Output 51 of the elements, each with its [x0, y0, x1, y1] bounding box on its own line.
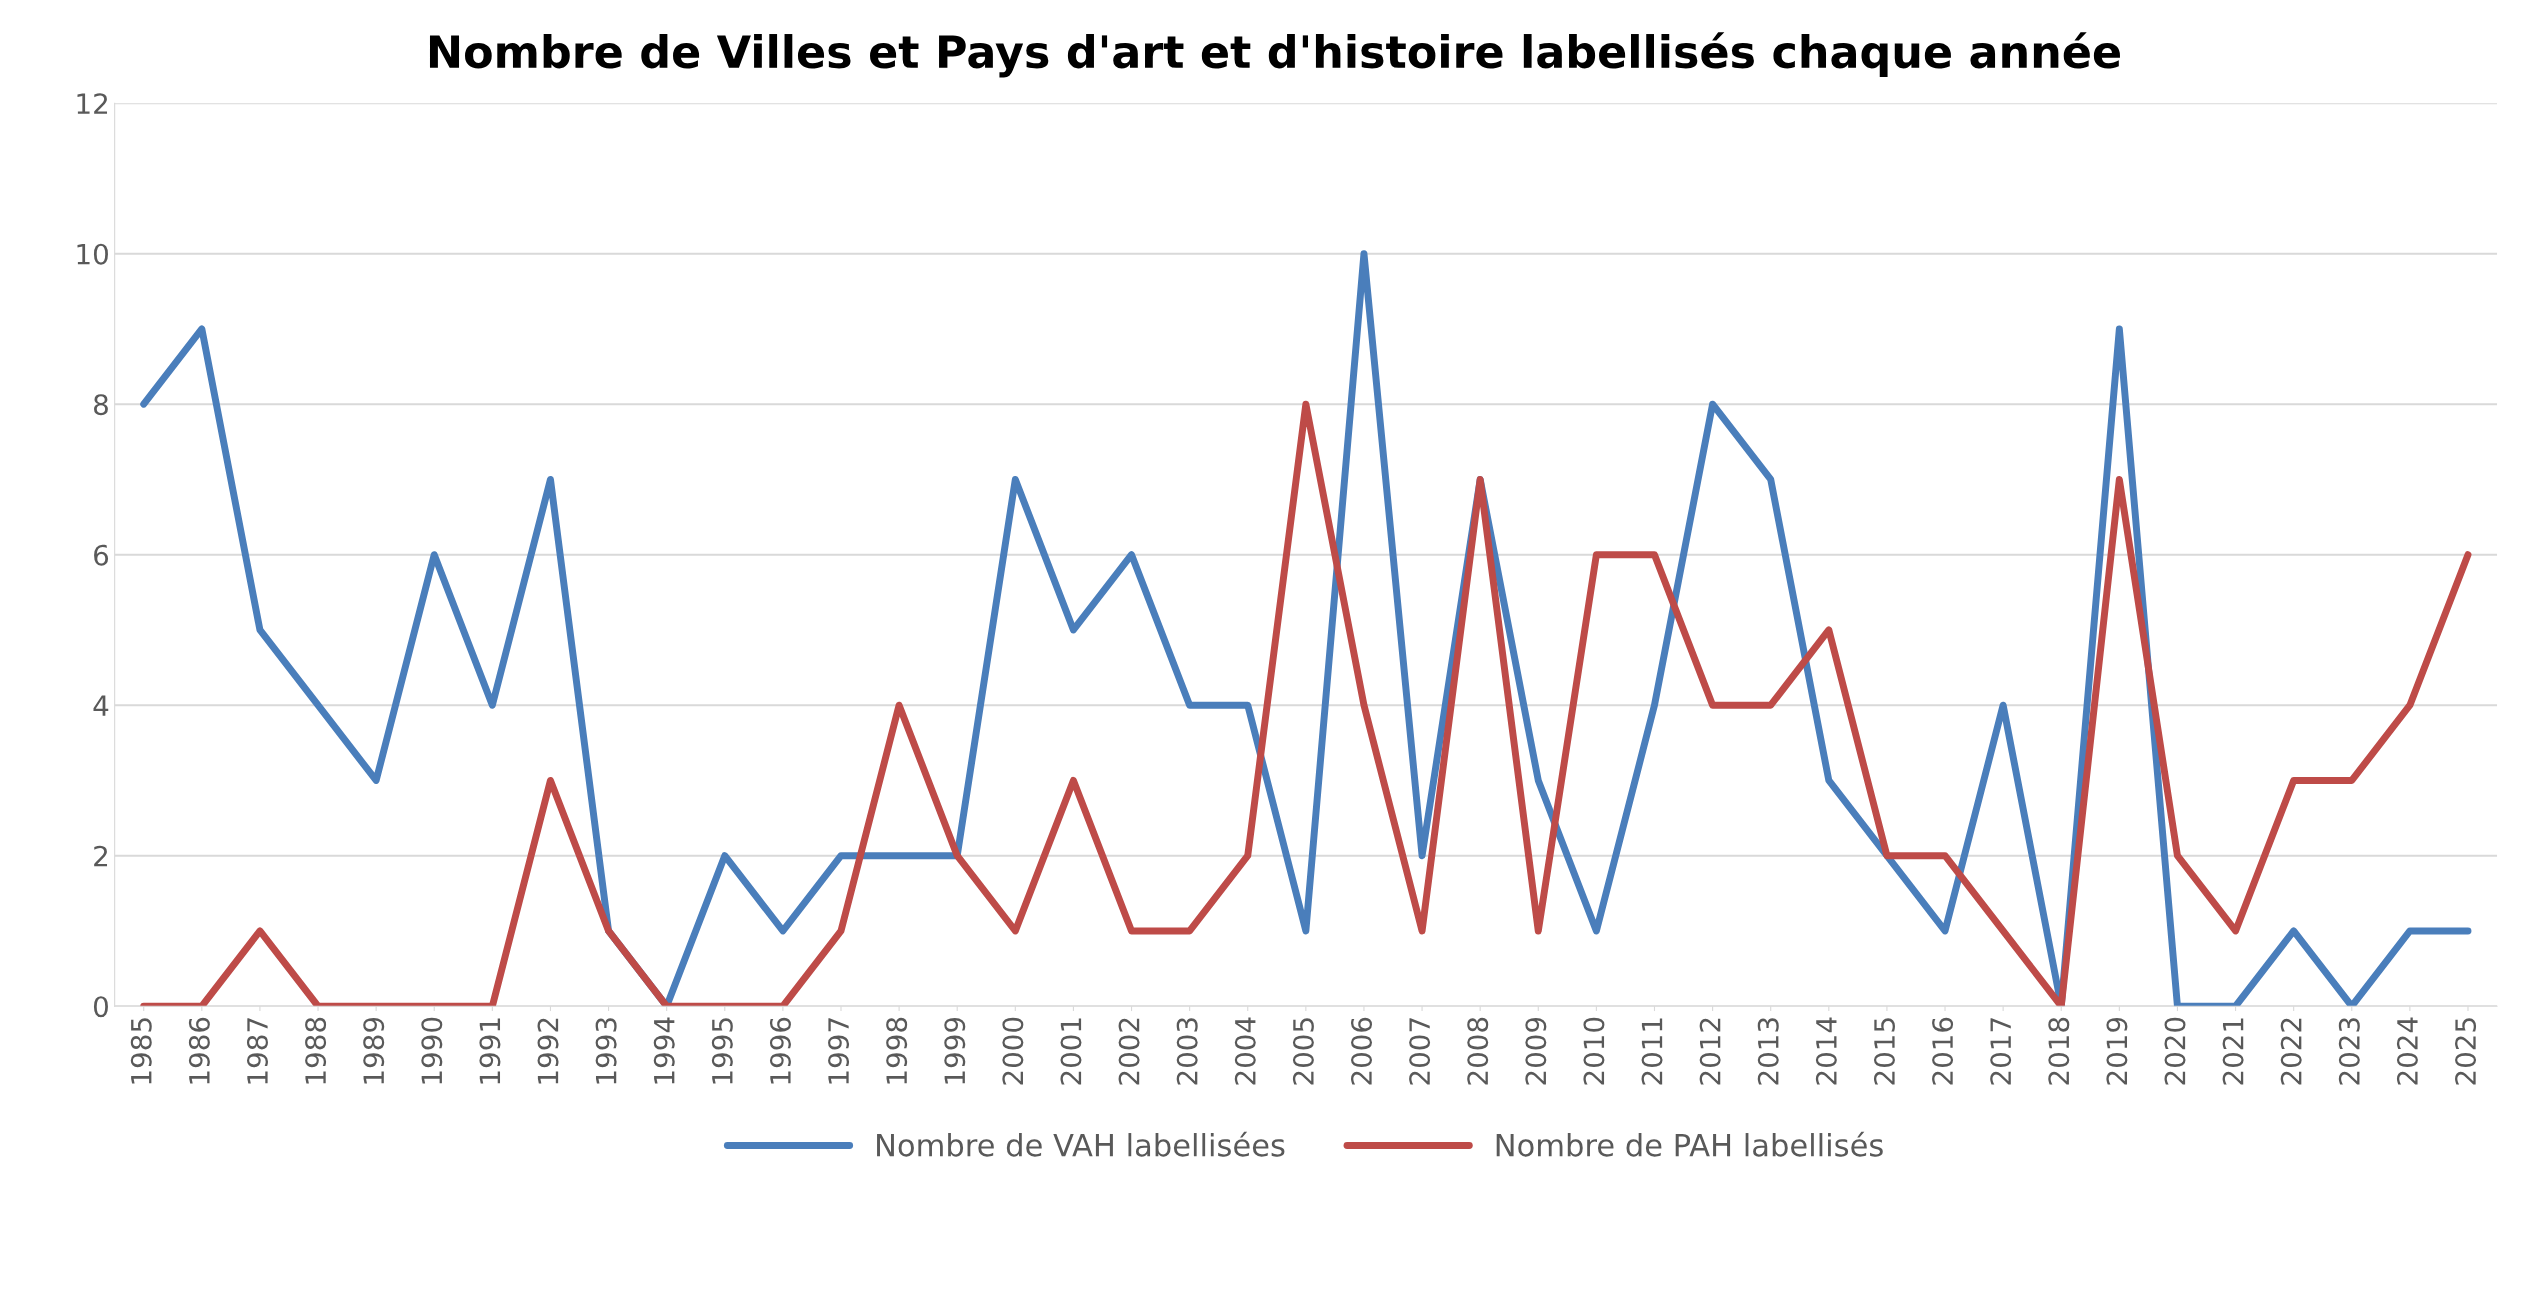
y-tick-label: 2 [94, 845, 108, 867]
x-tick-label: 2022 [2280, 1018, 2302, 1085]
x-tick-label: 2010 [1583, 1017, 1605, 1085]
x-tick-label: 2004 [1234, 1017, 1256, 1085]
x-tick-label: 2002 [1118, 1018, 1140, 1085]
x-tick-label: 1988 [305, 1017, 327, 1084]
y-tick-label: 0 [93, 996, 108, 1018]
x-tick-label: 2017 [1990, 1018, 2012, 1085]
x-tick-label: 2012 [1699, 1018, 1721, 1085]
x-tick-label: 1996 [769, 1017, 791, 1084]
x-tick-label: 2020 [2164, 1017, 2186, 1085]
x-tick-label: 2021 [2222, 1018, 2244, 1085]
y-tick-label: 6 [94, 544, 109, 566]
legend-label: Nombre de VAH labellisées [877, 1131, 1285, 1157]
x-tick-label: 2013 [1757, 1018, 1779, 1085]
chart-title: Nombre de Villes et Pays d'art et d'histoire labellisés chaque année [429, 32, 2120, 78]
legend-label: Nombre de PAH labellisés [1496, 1131, 1883, 1157]
x-tick-label: 2003 [1176, 1018, 1198, 1085]
x-tick-label: 1985 [130, 1018, 152, 1084]
x-tick-label: 2001 [1060, 1018, 1082, 1085]
x-tick-label: 2019 [2106, 1017, 2128, 1085]
x-tick-label: 2009 [1525, 1017, 1547, 1085]
x-tick-label: 2007 [1409, 1018, 1431, 1085]
x-tick-label: 2000 [1002, 1017, 1024, 1085]
x-tick-label: 1987 [246, 1018, 268, 1084]
y-tick-label: 8 [94, 394, 108, 416]
x-tick-label: 2016 [1932, 1017, 1954, 1085]
x-tick-label: 1986 [188, 1017, 210, 1084]
x-tick-label: 1990 [421, 1017, 443, 1084]
x-tick-label: 2011 [1641, 1018, 1663, 1085]
x-tick-label: 2015 [1873, 1018, 1895, 1085]
x-tick-label: 1999 [944, 1017, 966, 1084]
y-tick-label: 4 [93, 695, 109, 716]
x-tick-label: 2023 [2338, 1018, 2360, 1085]
y-tick-label: 10 [77, 243, 108, 265]
x-tick-label: 2025 [2455, 1018, 2477, 1085]
x-tick-label: 1989 [363, 1017, 385, 1084]
x-tick-label: 2014 [1815, 1017, 1837, 1085]
x-tick-label: 1994 [653, 1017, 675, 1084]
x-tick-label: 2005 [1292, 1018, 1314, 1085]
x-tick-label: 2024 [2396, 1017, 2418, 1085]
x-tick-label: 1997 [828, 1018, 850, 1084]
x-tick-label: 2006 [1351, 1017, 1373, 1085]
y-tick-label: 12 [77, 93, 108, 114]
x-tick-label: 1991 [479, 1018, 501, 1084]
x-tick-label: 1993 [595, 1018, 617, 1084]
x-tick-label: 1992 [537, 1018, 559, 1084]
x-tick-label: 2018 [2048, 1017, 2070, 1085]
x-tick-label: 1995 [711, 1018, 733, 1084]
x-tick-label: 2008 [1467, 1017, 1489, 1085]
x-tick-label: 1998 [886, 1017, 908, 1084]
